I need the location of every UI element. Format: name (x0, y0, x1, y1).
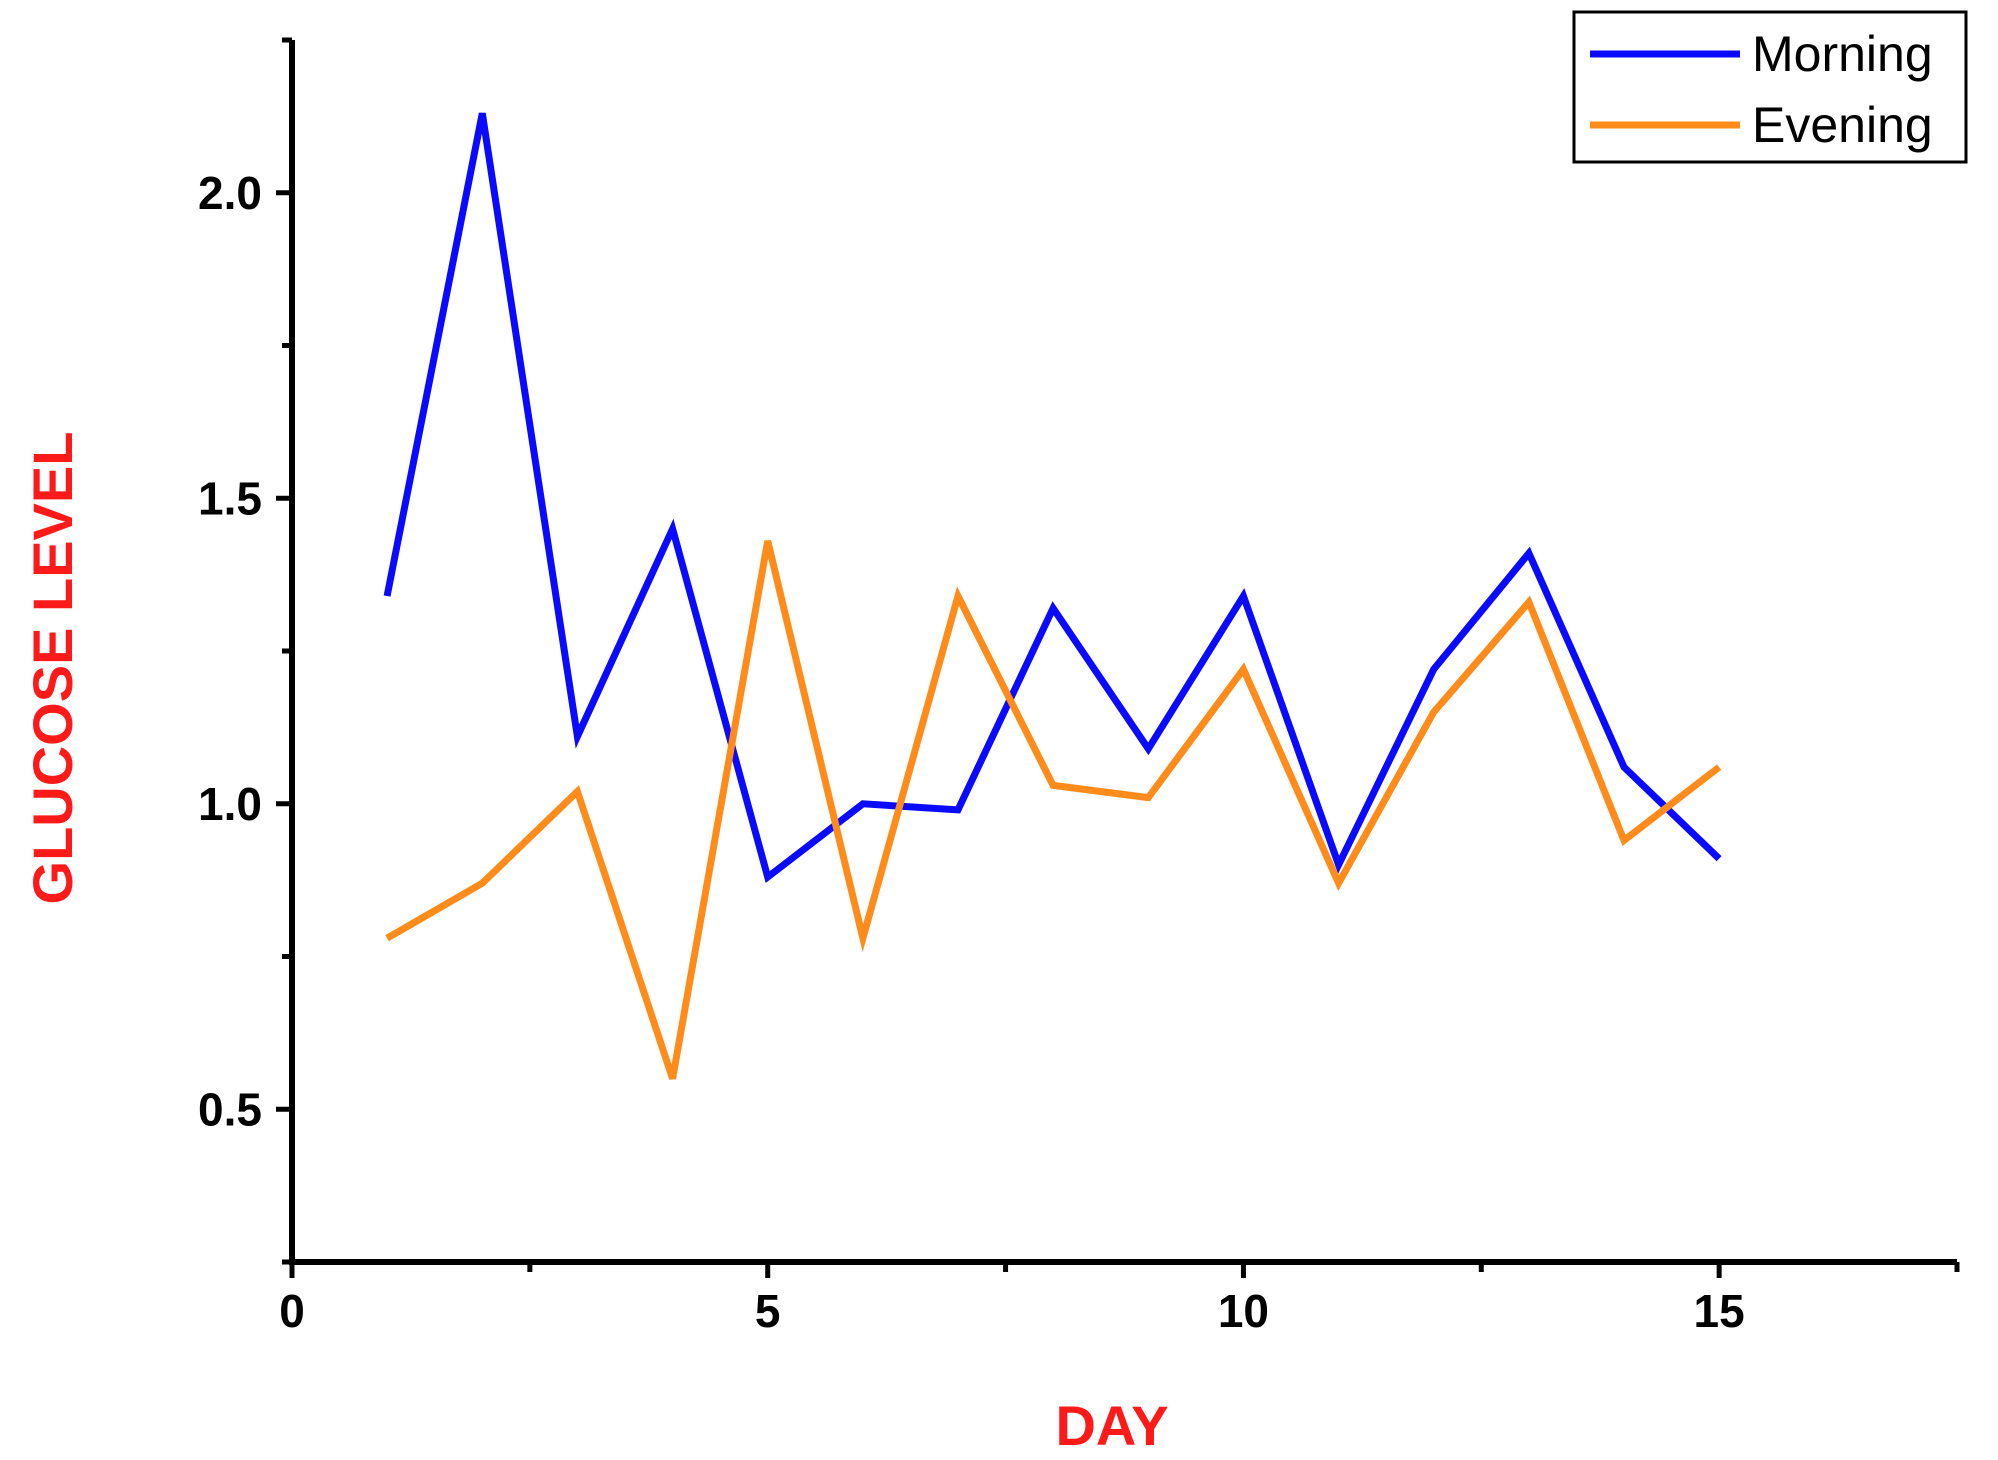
data-point-evening (479, 880, 485, 886)
data-point-evening (1621, 837, 1627, 843)
x-tick-label: 10 (1218, 1285, 1269, 1337)
data-point-morning (955, 807, 961, 813)
y-tick-label: 1.5 (198, 472, 262, 524)
data-point-morning (860, 801, 866, 807)
data-point-evening (1050, 782, 1056, 788)
data-point-morning (1526, 550, 1532, 556)
data-point-morning (1716, 856, 1722, 862)
y-axis-title: GLUCOSE LEVEL (21, 432, 84, 905)
legend-label-morning: Morning (1752, 26, 1933, 82)
data-point-evening (955, 593, 961, 599)
y-tick-label: 2.0 (198, 167, 262, 219)
x-tick-label: 15 (1694, 1285, 1745, 1337)
data-point-evening (1526, 599, 1532, 605)
data-point-evening (1145, 795, 1151, 801)
data-point-evening (384, 935, 390, 941)
data-point-evening (1716, 764, 1722, 770)
data-point-evening (1240, 666, 1246, 672)
x-axis-title: DAY (1055, 1394, 1168, 1455)
data-point-morning (670, 526, 676, 532)
data-point-evening (765, 538, 771, 544)
data-point-morning (1145, 746, 1151, 752)
y-tick-label: 1.0 (198, 778, 262, 830)
data-point-morning (765, 874, 771, 880)
data-point-morning (384, 593, 390, 599)
legend: Morning Evening (1572, 10, 1968, 164)
data-point-evening (1336, 880, 1342, 886)
data-point-evening (1431, 709, 1437, 715)
data-point-morning (574, 734, 580, 740)
legend-label-evening: Evening (1752, 97, 1933, 153)
x-tick-label: 5 (755, 1285, 781, 1337)
data-point-evening (670, 1076, 676, 1082)
data-point-morning (1050, 605, 1056, 611)
axes: 0.5 1.0 1.5 2.0 0 5 10 15 (198, 37, 1960, 1337)
legend-box (1572, 10, 1968, 164)
x-tick-label: 0 (279, 1285, 305, 1337)
data-point-evening (860, 935, 866, 941)
series-line-evening (385, 540, 1722, 1080)
y-tick-label: 0.5 (198, 1083, 262, 1135)
data-point-morning (1621, 764, 1627, 770)
series-line-morning (383, 112, 1722, 884)
data-point-evening (574, 789, 580, 795)
data-point-morning (1240, 593, 1246, 599)
data-point-morning (1431, 666, 1437, 672)
data-point-morning (1336, 862, 1342, 868)
data-point-morning (479, 110, 485, 116)
series-lines (383, 110, 1722, 1082)
